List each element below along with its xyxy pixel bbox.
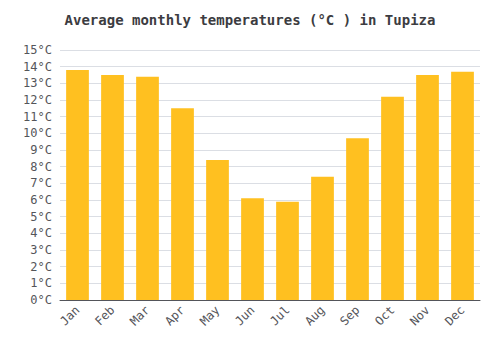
svg-text:11°C: 11°C bbox=[23, 110, 52, 124]
svg-text:9°C: 9°C bbox=[30, 143, 52, 157]
svg-text:Oct: Oct bbox=[372, 303, 397, 328]
svg-text:10°C: 10°C bbox=[23, 126, 52, 140]
svg-text:8°C: 8°C bbox=[30, 160, 52, 174]
svg-text:Dec: Dec bbox=[442, 303, 467, 328]
svg-text:Nov: Nov bbox=[407, 303, 432, 328]
svg-text:Aug: Aug bbox=[302, 303, 327, 328]
svg-text:Average monthly temperatures (: Average monthly temperatures (°C ) in Tu… bbox=[65, 12, 436, 28]
svg-text:13°C: 13°C bbox=[23, 76, 52, 90]
svg-text:0°C: 0°C bbox=[30, 293, 52, 307]
svg-text:3°C: 3°C bbox=[30, 243, 52, 257]
svg-text:Jun: Jun bbox=[232, 303, 257, 328]
svg-text:1°C: 1°C bbox=[30, 276, 52, 290]
svg-text:5°C: 5°C bbox=[30, 210, 52, 224]
svg-text:Feb: Feb bbox=[92, 303, 117, 328]
svg-text:14°C: 14°C bbox=[23, 60, 52, 74]
svg-text:12°C: 12°C bbox=[23, 93, 52, 107]
svg-text:Apr: Apr bbox=[162, 303, 187, 328]
svg-text:7°C: 7°C bbox=[30, 176, 52, 190]
svg-text:Jan: Jan bbox=[57, 303, 82, 328]
svg-text:Mar: Mar bbox=[127, 303, 152, 328]
svg-text:Jul: Jul bbox=[267, 303, 292, 328]
svg-text:15°C: 15°C bbox=[23, 43, 52, 57]
svg-text:May: May bbox=[197, 303, 222, 328]
svg-text:Sep: Sep bbox=[337, 303, 362, 328]
svg-text:2°C: 2°C bbox=[30, 260, 52, 274]
svg-text:6°C: 6°C bbox=[30, 193, 52, 207]
svg-text:4°C: 4°C bbox=[30, 226, 52, 240]
